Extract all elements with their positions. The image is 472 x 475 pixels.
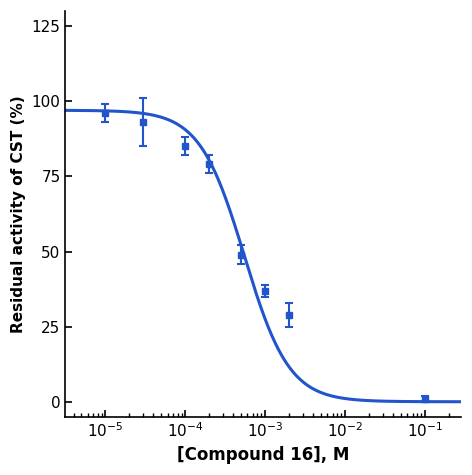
Y-axis label: Residual activity of CST (%): Residual activity of CST (%) bbox=[11, 95, 26, 333]
X-axis label: [Compound 16], M: [Compound 16], M bbox=[177, 446, 349, 464]
